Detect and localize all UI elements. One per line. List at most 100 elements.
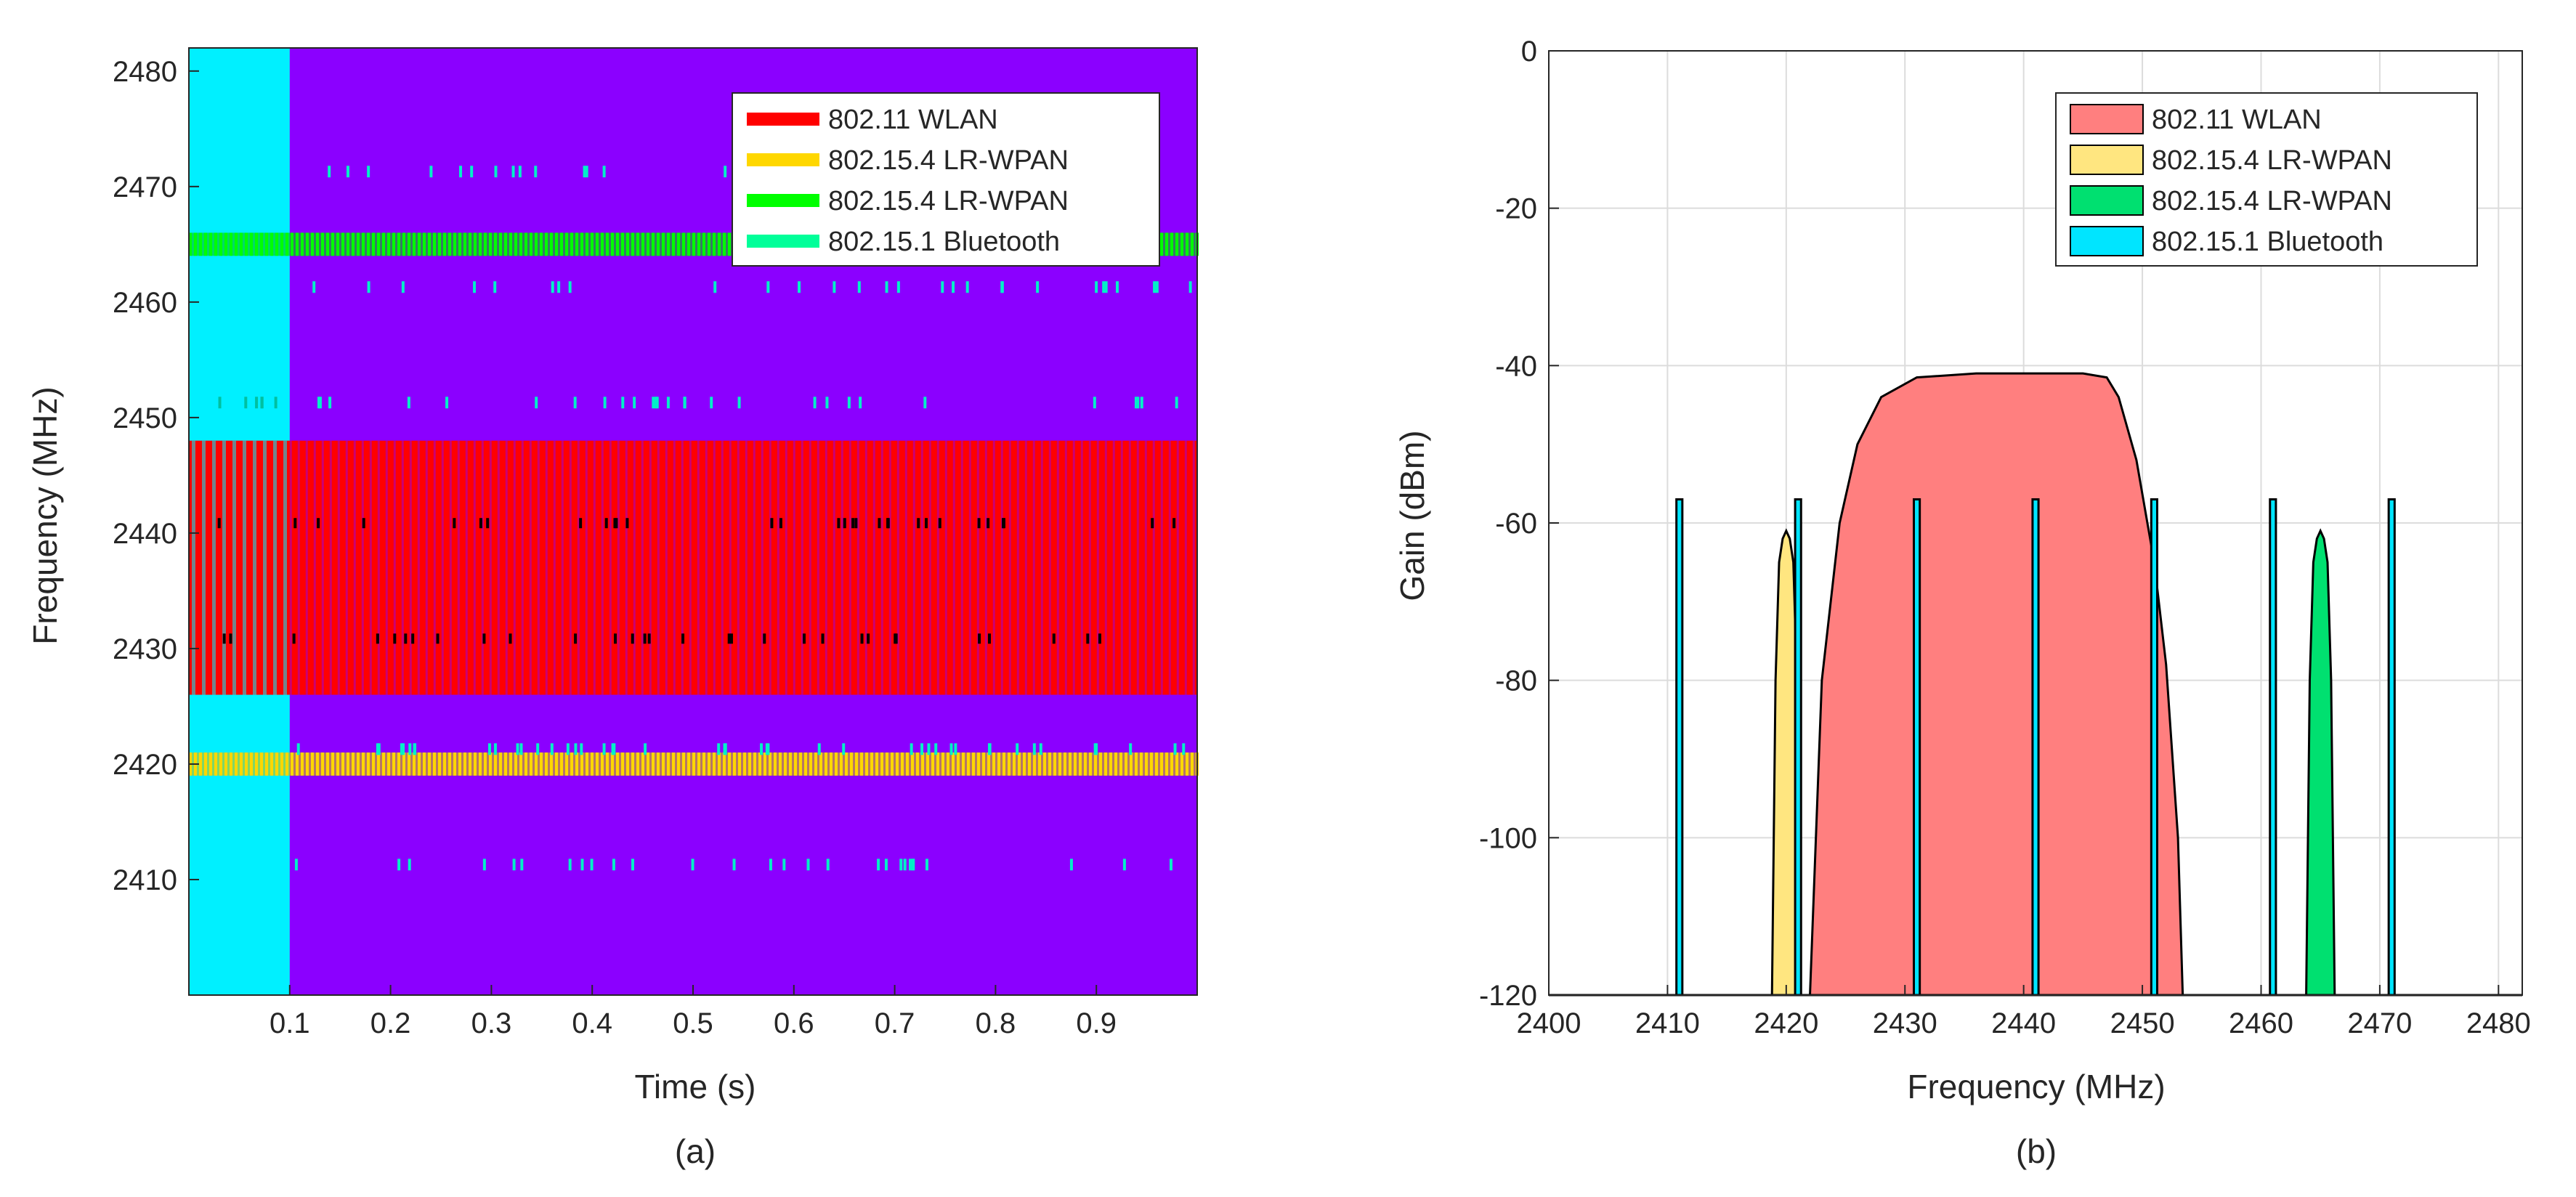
y-tick-label: 2420 [113,749,177,781]
panel-a-x-ticks: 0.1 0.2 0.3 0.4 0.5 0.6 0.7 0.8 0.9 [270,985,1117,1039]
lrwpan-stripe [352,752,355,776]
wlan-gap-stripe [353,440,356,695]
wlan-dropout [977,518,981,529]
x-tick-label: 2410 [1635,1007,1700,1039]
lrwpan-stripe [250,752,253,776]
bluetooth-hop [445,397,449,409]
bluetooth-hop [568,859,572,871]
wlan-dropout [574,633,578,644]
lrwpan-stripe [458,232,461,256]
bluetooth-hop [621,397,625,409]
lrwpan-stripe [743,752,746,776]
bluetooth-hop [644,743,647,755]
wlan-gap-stripe [513,440,516,695]
lrwpan-stripe [316,752,319,776]
lrwpan-stripe [606,752,609,776]
wlan-gap-stripe [952,440,955,695]
lrwpan-stripe [326,752,329,776]
lrwpan-stripe [392,752,395,776]
bluetooth-channel-bar [2031,498,2040,997]
bluetooth-hop [573,397,577,409]
lrwpan-stripe [1023,752,1026,776]
wlan-gap-stripe [569,440,572,695]
wlan-gap-stripe [753,440,756,695]
wlan-gap-stripe [1088,440,1091,695]
lrwpan-stripe [896,752,899,776]
lrwpan-stripe [535,752,538,776]
bluetooth-hop [260,397,264,409]
bluetooth-hop [631,859,634,871]
lrwpan-2465-spectrum [2305,528,2336,997]
wlan-gap-stripe [721,440,724,695]
x-tick-label: 0.9 [1076,1007,1117,1039]
lrwpan-stripe [377,232,380,256]
lrwpan-stripe [514,232,517,256]
lrwpan-stripe [275,232,278,256]
wlan-gap-stripe [593,440,596,695]
bluetooth-hop [429,166,433,178]
bluetooth-hop [724,743,727,755]
lrwpan-stripe [1079,752,1082,776]
bluetooth-hop [896,281,900,293]
legend-label: 802.15.4 LR-WPAN [828,145,1069,176]
x-tick-label: 2400 [1517,1007,1581,1039]
bluetooth-hop [516,743,519,755]
bluetooth-hop [535,397,538,409]
wlan-gap-stripe [1168,440,1171,695]
wlan-gap-stripe [1104,440,1107,695]
wlan-dropout [894,633,898,644]
lrwpan-stripe [504,752,507,776]
lrwpan-stripe [448,232,451,256]
lrwpan-stripe [779,752,782,776]
bluetooth-hop [602,166,606,178]
lrwpan-stripe [499,232,502,256]
wlan-dropout [925,518,928,529]
lrwpan-stripe [235,232,238,256]
lrwpan-stripe [519,232,522,256]
wlan-gap-stripe [1128,440,1131,695]
lrwpan-stripe [280,752,283,776]
bluetooth-hop [367,166,370,178]
bluetooth-hop [244,397,248,409]
wlan-gap-stripe [369,440,372,695]
bluetooth-hop [911,859,915,871]
lrwpan-stripe [1175,232,1178,256]
wlan-dropout [681,633,685,644]
x-tick-label: 0.1 [270,1007,310,1039]
wlan-gap-stripe [609,440,612,695]
lrwpan-stripe [321,752,324,776]
bluetooth-hop [346,166,349,178]
bluetooth-hop [536,743,540,755]
bluetooth-hop [551,281,554,293]
wlan-gap-stripe [1008,440,1011,695]
wlan-dropout [987,518,990,529]
wlan-gap-stripe [273,440,277,695]
bluetooth-hop [590,859,594,871]
panel-b-y-ticks: 0 -20 -40 -60 -80 -100 -120 [1479,36,1559,1012]
wlan-gap-stripe [697,440,700,695]
lrwpan-stripe [428,232,431,256]
bluetooth-hop [376,743,379,755]
lrwpan-stripe [611,752,614,776]
lrwpan-stripe [347,232,349,256]
wlan-gap-stripe [936,440,939,695]
bluetooth-hop [603,397,607,409]
wlan-gap-stripe [769,440,771,695]
lrwpan-stripe [1074,752,1077,776]
lrwpan-stripe [652,232,655,256]
bluetooth-hop [927,743,931,755]
bluetooth-hop [903,859,907,871]
wlan-dropout [376,633,379,644]
panel-a-x-axis-label: Time (s) [635,1068,756,1105]
lrwpan-stripe [255,232,258,256]
lrwpan-stripe [631,232,634,256]
lrwpan-stripe [387,232,390,256]
lrwpan-stripe [489,232,492,256]
lrwpan-stripe [723,752,726,776]
lrwpan-stripe [413,752,416,776]
x-tick-label: 2440 [1991,1007,2056,1039]
bluetooth-hop [1140,397,1143,409]
bluetooth-hop [813,397,817,409]
bluetooth-hop [512,859,516,871]
bluetooth-hop [459,166,463,178]
